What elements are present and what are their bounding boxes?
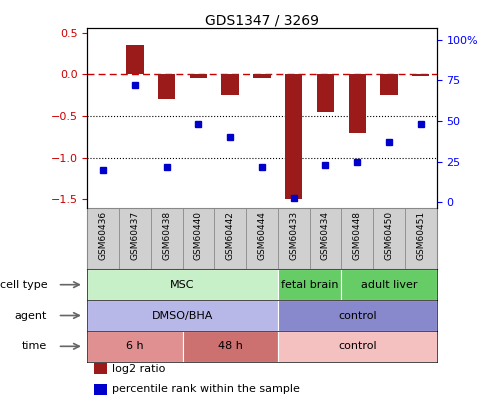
Bar xyxy=(412,74,430,76)
Text: control: control xyxy=(338,311,377,320)
Text: adult liver: adult liver xyxy=(361,280,417,290)
Bar xyxy=(94,384,106,395)
Bar xyxy=(87,331,183,362)
Text: DMSO/BHA: DMSO/BHA xyxy=(152,311,213,320)
Bar xyxy=(87,300,278,331)
Text: control: control xyxy=(338,341,377,351)
Bar xyxy=(158,74,176,99)
Text: GSM60437: GSM60437 xyxy=(130,211,139,260)
Bar xyxy=(278,331,437,362)
Text: GSM60450: GSM60450 xyxy=(385,211,394,260)
Text: GSM60440: GSM60440 xyxy=(194,211,203,260)
Bar xyxy=(278,269,341,300)
Title: GDS1347 / 3269: GDS1347 / 3269 xyxy=(205,13,319,27)
Bar xyxy=(126,45,144,74)
Text: fetal brain: fetal brain xyxy=(281,280,338,290)
Text: GSM60436: GSM60436 xyxy=(99,211,108,260)
Bar xyxy=(190,74,207,79)
Text: 6 h: 6 h xyxy=(126,341,144,351)
Text: cell type: cell type xyxy=(0,280,47,290)
Bar xyxy=(348,74,366,132)
Bar xyxy=(253,74,270,79)
Text: GSM60451: GSM60451 xyxy=(416,211,425,260)
Text: log2 ratio: log2 ratio xyxy=(112,364,165,374)
Bar xyxy=(285,74,302,199)
Text: GSM60433: GSM60433 xyxy=(289,211,298,260)
Bar xyxy=(341,269,437,300)
Text: GSM60448: GSM60448 xyxy=(353,211,362,260)
Bar xyxy=(87,269,278,300)
Text: GSM60438: GSM60438 xyxy=(162,211,171,260)
Bar xyxy=(380,74,398,95)
Text: percentile rank within the sample: percentile rank within the sample xyxy=(112,384,300,394)
Text: time: time xyxy=(22,341,47,351)
Text: GSM60442: GSM60442 xyxy=(226,211,235,260)
Bar xyxy=(278,300,437,331)
Bar xyxy=(94,363,106,374)
Text: agent: agent xyxy=(15,311,47,320)
Text: 48 h: 48 h xyxy=(218,341,243,351)
Text: GSM60434: GSM60434 xyxy=(321,211,330,260)
Text: GSM60444: GSM60444 xyxy=(257,211,266,260)
Bar xyxy=(317,74,334,112)
Text: MSC: MSC xyxy=(170,280,195,290)
Bar xyxy=(183,331,278,362)
Bar xyxy=(222,74,239,95)
